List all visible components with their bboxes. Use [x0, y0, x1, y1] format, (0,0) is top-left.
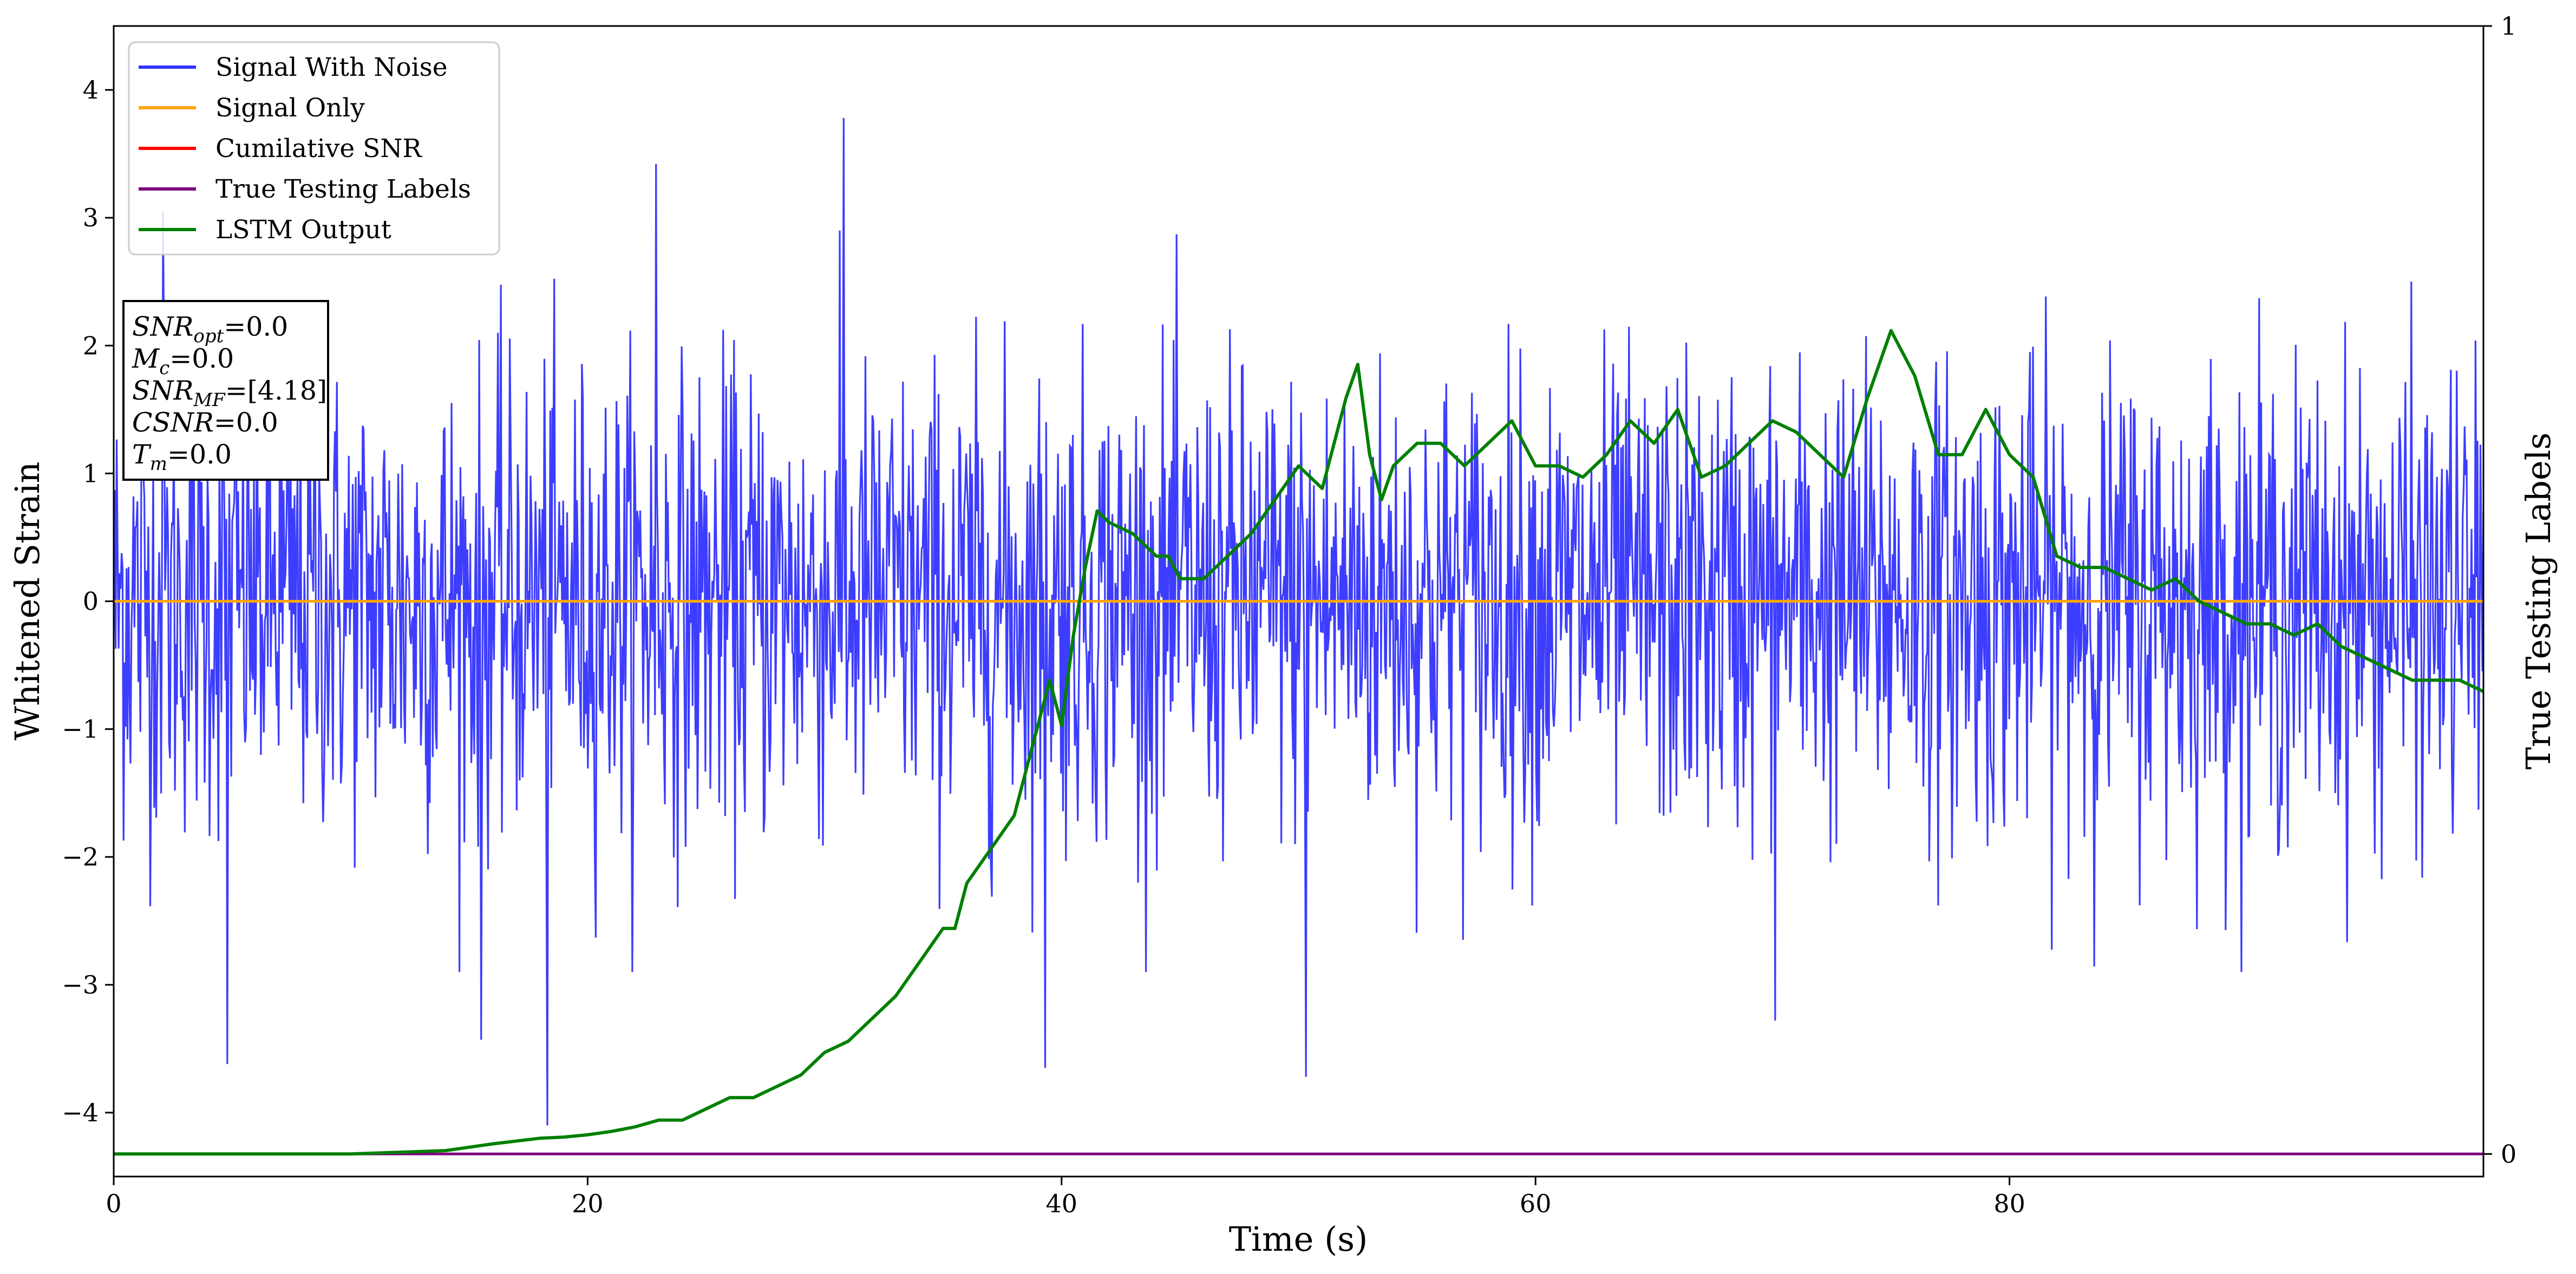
- x-axis-label: Time (s): [1229, 1219, 1368, 1259]
- annotation-line: Mc=0.0: [132, 343, 234, 379]
- annotation-box: SNRopt=0.0Mc=0.0SNRMF=[4.18]CSNR=0.0Tm=0…: [122, 300, 329, 481]
- x-tick-label: 0: [106, 1189, 121, 1218]
- legend-label-true-testing-labels: True Testing Labels: [215, 174, 471, 204]
- x-tick-label: 80: [1993, 1189, 2025, 1218]
- y-right-tick-label: 0: [2501, 1139, 2516, 1168]
- series-line-lstm-output: [114, 329, 2483, 1156]
- x-tick-label: 40: [1046, 1189, 1078, 1218]
- y-tick-label: 1: [83, 459, 99, 488]
- y-axis-left: −4 −3 −2 −1 0 1 2 3 4: [62, 75, 114, 1127]
- legend-label-lstm-output: LSTM Output: [215, 215, 391, 245]
- y-tick-label: 0: [83, 587, 99, 616]
- y-tick-label: 4: [83, 75, 99, 104]
- y-tick-label: −2: [62, 842, 99, 872]
- x-tick-label: 20: [572, 1189, 604, 1218]
- x-axis: 0 20 40 60 80: [106, 1177, 2025, 1218]
- y-tick-label: −1: [62, 715, 99, 744]
- y-tick-label: −3: [62, 970, 99, 999]
- legend: Signal With Noise Signal Only Cumilative S…: [128, 41, 500, 256]
- annotation-line: SNRMF=[4.18]: [132, 375, 327, 411]
- legend-box: [128, 41, 500, 256]
- series-line-signal-with-noise: [114, 117, 2483, 1126]
- plot-area: [114, 117, 2483, 1156]
- y-tick-label: 3: [83, 203, 99, 232]
- legend-label-signal-with-noise: Signal With Noise: [215, 53, 448, 82]
- y-axis-label-right: True Testing Labels: [2519, 433, 2558, 770]
- series-signal-with-noise: [114, 117, 2483, 1126]
- y-axis-label-left: Whitened Strain: [8, 462, 47, 741]
- annotation-line: SNRopt=0.0: [132, 311, 288, 347]
- y-tick-label: 2: [83, 331, 99, 360]
- legend-label-cumilative-snr: Cumilative SNR: [215, 134, 422, 164]
- series-lines: [114, 329, 2483, 1156]
- y-right-tick-label: 1: [2501, 11, 2516, 41]
- annotation-box-frame: [122, 300, 329, 481]
- x-tick-label: 60: [1520, 1189, 1552, 1218]
- annotation-line: Tm=0.0: [132, 439, 232, 475]
- y-axis-right: 01: [2483, 11, 2516, 1168]
- legend-label-signal-only: Signal Only: [215, 93, 365, 123]
- annotation-line: CSNR=0.0: [132, 407, 278, 438]
- y-tick-label: −4: [62, 1098, 99, 1127]
